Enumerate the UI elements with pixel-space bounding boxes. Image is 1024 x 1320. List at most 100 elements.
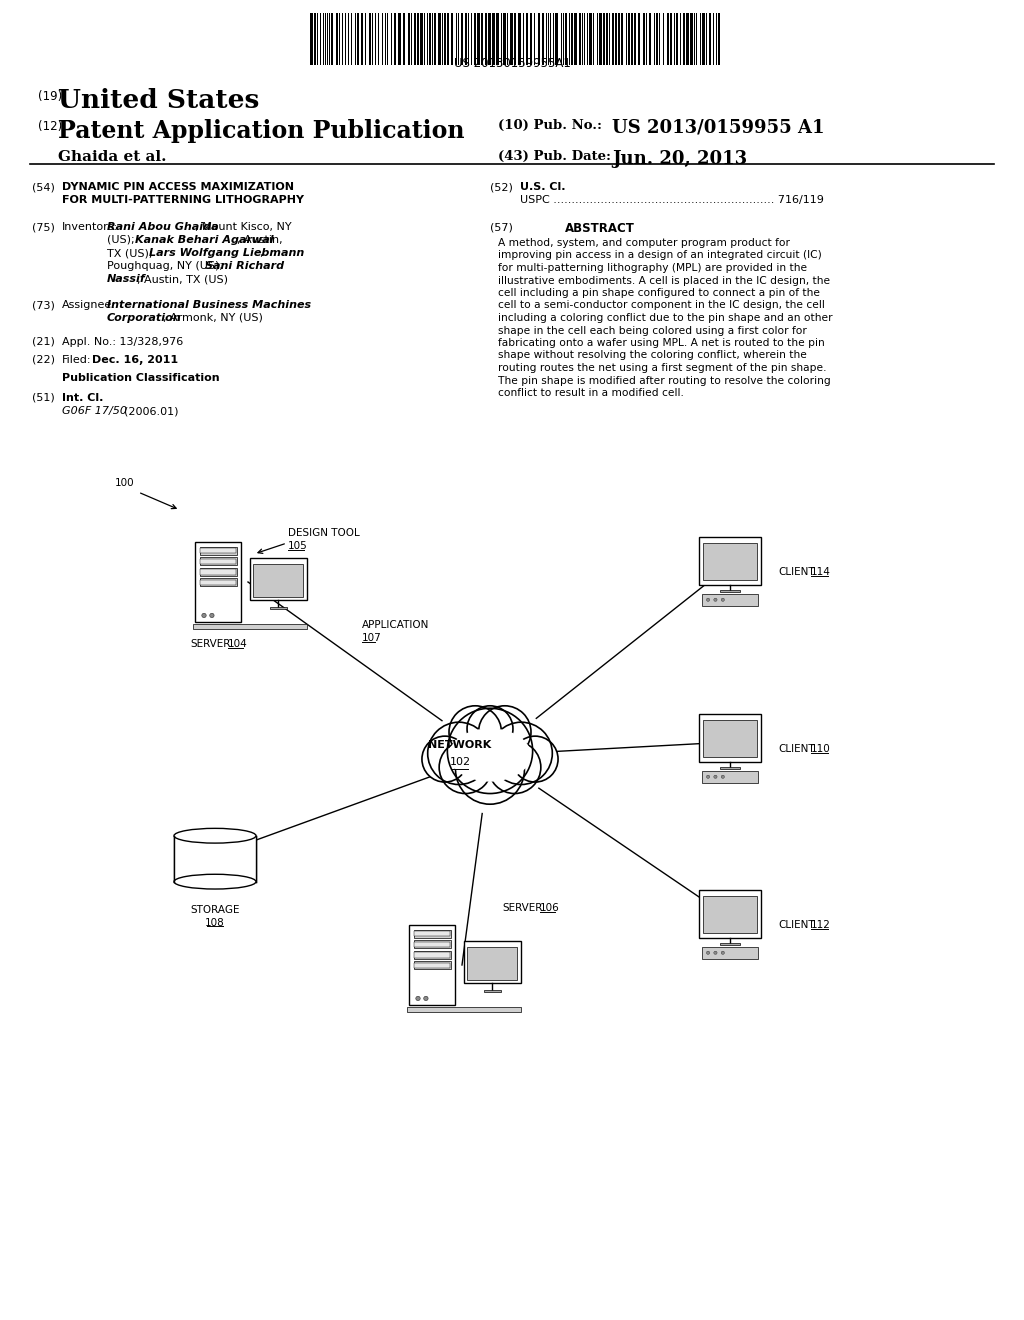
Text: Patent Application Publication: Patent Application Publication	[58, 119, 465, 143]
Bar	[503, 13, 506, 65]
Circle shape	[488, 741, 541, 793]
Text: (US);: (US);	[106, 235, 138, 246]
Bar	[310, 13, 313, 65]
Bar	[656, 13, 658, 65]
Text: 114: 114	[811, 568, 830, 577]
Text: conflict to result in a modified cell.: conflict to result in a modified cell.	[498, 388, 684, 399]
Bar	[667, 13, 669, 65]
Text: (22): (22)	[32, 355, 55, 366]
Text: routing routes the net using a first segment of the pin shape.: routing routes the net using a first seg…	[498, 363, 826, 374]
Bar	[615, 13, 617, 65]
Ellipse shape	[174, 829, 256, 843]
Circle shape	[424, 997, 428, 1001]
Text: DESIGN TOOL: DESIGN TOOL	[288, 528, 359, 539]
Circle shape	[422, 737, 468, 781]
Text: (2006.01): (2006.01)	[124, 407, 178, 416]
Bar	[434, 13, 436, 65]
Text: (21): (21)	[32, 337, 55, 347]
Bar	[538, 13, 540, 65]
Bar	[621, 13, 623, 65]
Text: Sani Richard: Sani Richard	[205, 261, 284, 271]
Bar	[336, 13, 338, 65]
Circle shape	[467, 706, 513, 751]
Text: 106: 106	[540, 903, 560, 913]
Bar	[492, 13, 495, 65]
Bar	[269, 607, 287, 610]
Bar	[477, 13, 480, 65]
Bar	[414, 940, 451, 948]
Bar	[574, 13, 577, 65]
Bar	[634, 13, 636, 65]
Text: (52): (52)	[490, 182, 513, 191]
Bar	[571, 13, 573, 65]
Bar	[394, 13, 396, 65]
Bar	[526, 13, 528, 65]
Circle shape	[707, 598, 710, 602]
Text: Lars Wolfgang Liebmann: Lars Wolfgang Liebmann	[150, 248, 304, 257]
Bar	[631, 13, 633, 65]
Text: shape without resolving the coloring conflict, wherein the: shape without resolving the coloring con…	[498, 351, 807, 360]
Bar	[683, 13, 685, 65]
Bar	[451, 13, 453, 65]
Bar	[618, 13, 620, 65]
Bar	[703, 544, 757, 579]
Bar	[417, 13, 419, 65]
Bar	[474, 13, 476, 65]
Circle shape	[721, 598, 724, 602]
Bar	[467, 946, 517, 979]
Bar	[699, 891, 761, 939]
Bar	[420, 13, 423, 65]
Bar	[606, 13, 608, 65]
Text: Corporation: Corporation	[106, 313, 181, 323]
Bar	[447, 13, 449, 65]
Text: APPLICATION: APPLICATION	[362, 620, 429, 630]
Text: DYNAMIC PIN ACCESS MAXIMIZATION: DYNAMIC PIN ACCESS MAXIMIZATION	[62, 182, 294, 191]
Bar	[174, 836, 256, 882]
Text: 112: 112	[811, 920, 830, 931]
Text: CLIENT: CLIENT	[778, 744, 815, 754]
Bar	[415, 941, 450, 946]
Text: (54): (54)	[32, 182, 55, 191]
Text: Nassif: Nassif	[106, 275, 145, 284]
Text: United States: United States	[58, 88, 259, 114]
Bar	[414, 13, 416, 65]
Bar	[438, 13, 441, 65]
Text: Kanak Behari Agarwal: Kanak Behari Agarwal	[135, 235, 273, 246]
Bar	[357, 13, 359, 65]
Bar	[530, 13, 532, 65]
Bar	[200, 546, 237, 554]
Bar	[415, 962, 450, 968]
Bar	[599, 13, 602, 65]
Bar	[555, 13, 558, 65]
Text: (51): (51)	[32, 393, 54, 403]
Bar	[200, 578, 237, 586]
Text: Poughquag, NY (US);: Poughquag, NY (US);	[106, 261, 226, 271]
Circle shape	[721, 952, 724, 954]
Bar	[361, 13, 362, 65]
Circle shape	[210, 614, 214, 618]
Bar	[496, 13, 499, 65]
Text: Publication Classification: Publication Classification	[62, 374, 219, 383]
Bar	[414, 961, 451, 969]
Text: Appl. No.: 13/328,976: Appl. No.: 13/328,976	[62, 337, 183, 347]
Text: The pin shape is modified after routing to resolve the coloring: The pin shape is modified after routing …	[498, 375, 830, 385]
Text: SERVER: SERVER	[502, 903, 543, 913]
Circle shape	[721, 775, 724, 779]
Text: 104: 104	[228, 639, 248, 649]
Text: (73): (73)	[32, 300, 55, 310]
Text: Int. Cl.: Int. Cl.	[62, 393, 103, 403]
Bar	[720, 767, 739, 770]
Bar	[702, 946, 758, 958]
Text: TX (US);: TX (US);	[106, 248, 156, 257]
Bar	[201, 558, 236, 564]
Bar	[514, 13, 516, 65]
Text: (43) Pub. Date:: (43) Pub. Date:	[498, 150, 611, 162]
Text: 105: 105	[288, 541, 308, 550]
Text: Inventors:: Inventors:	[62, 222, 118, 232]
Text: Rani Abou Ghaida: Rani Abou Ghaida	[106, 222, 219, 232]
Bar	[331, 13, 333, 65]
Bar	[196, 543, 241, 622]
Bar	[690, 13, 693, 65]
Ellipse shape	[174, 874, 256, 890]
Bar	[253, 564, 303, 597]
